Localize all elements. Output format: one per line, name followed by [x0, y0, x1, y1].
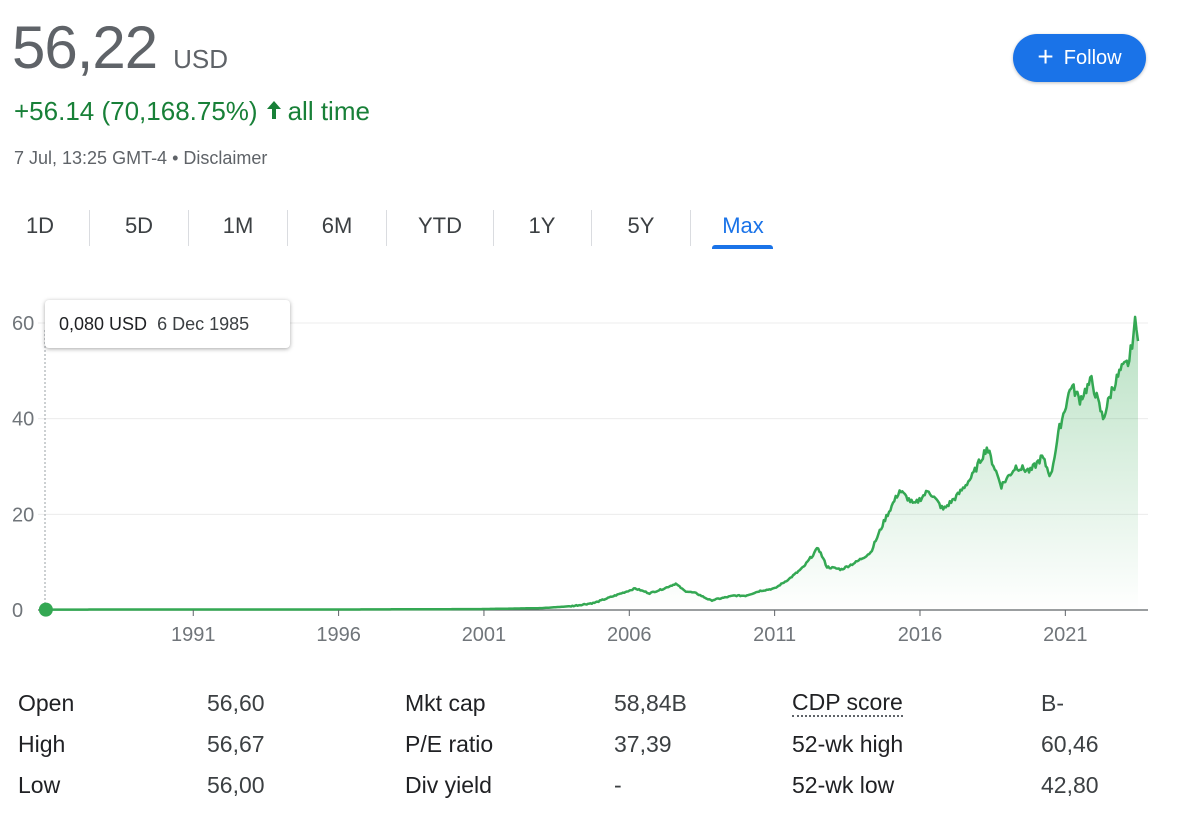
stat-high-label: High — [18, 731, 66, 757]
range-tabs: 1D 5D 1M 6M YTD 1Y 5Y Max — [0, 205, 800, 247]
y-tick-label: 40 — [12, 409, 34, 431]
chart-tooltip: 0,080 USD 6 Dec 1985 — [45, 300, 290, 348]
stat-open-value: 56,60 — [207, 690, 265, 716]
y-axis: 0 20 40 60 — [12, 313, 34, 622]
y-tick-label: 20 — [12, 504, 34, 526]
price-change: +56.14 (70,168.75%) all time — [14, 96, 370, 127]
price-change-period: all time — [287, 96, 370, 126]
tab-5d[interactable]: 5D — [124, 213, 154, 238]
stat-52wk-low-value: 42,80 — [1041, 772, 1099, 798]
stat-mktcap-value: 58,84B — [614, 690, 687, 716]
tab-divider — [89, 210, 90, 246]
arrow-up-icon — [266, 96, 282, 127]
stat-div-label: Div yield — [405, 772, 492, 798]
stat-cdp-value: B- — [1041, 690, 1064, 716]
x-tick-label: 2006 — [607, 624, 652, 646]
stat-52wk-low-label: 52-wk low — [792, 772, 895, 798]
stat-high-value: 56,67 — [207, 731, 265, 757]
tab-divider — [690, 210, 691, 246]
stat-52wk-high-label: 52-wk high — [792, 731, 904, 757]
hover-point[interactable] — [38, 602, 53, 617]
tab-5y[interactable]: 5Y — [627, 213, 655, 238]
x-tick-label: 1996 — [316, 624, 361, 646]
x-tick-label: 2001 — [462, 624, 507, 646]
tab-1y[interactable]: 1Y — [528, 213, 556, 238]
tooltip-value: 0,080 USD — [59, 313, 148, 334]
stat-mktcap-label: Mkt cap — [405, 690, 486, 716]
quote-timestamp[interactable]: 7 Jul, 13:25 GMT-4 • Disclaimer — [14, 148, 268, 168]
stat-pe-label: P/E ratio — [405, 731, 494, 757]
tab-divider — [188, 210, 189, 246]
tab-divider — [287, 210, 288, 246]
price-header: 56,22 USD — [12, 18, 228, 78]
price-area-fill — [45, 316, 1138, 610]
tab-6m[interactable]: 6M — [321, 213, 353, 238]
tab-divider — [386, 210, 387, 246]
price-chart[interactable]: 0 20 40 60 1991 1996 2001 2006 2011 2016 2021 — [0, 280, 1200, 660]
tab-1d[interactable]: 1D — [25, 213, 55, 238]
follow-button[interactable]: + Follow — [1013, 34, 1146, 82]
active-tab-indicator — [712, 245, 773, 249]
y-tick-label: 60 — [12, 313, 34, 335]
x-tick-label: 1991 — [171, 624, 216, 646]
tab-divider — [493, 210, 494, 246]
stat-div-value: - — [614, 772, 622, 798]
plus-icon: + — [1037, 40, 1054, 72]
tab-divider — [591, 210, 592, 246]
stat-low-value: 56,00 — [207, 772, 265, 798]
tab-max[interactable]: Max — [722, 213, 764, 238]
x-tick-label: 2016 — [898, 624, 943, 646]
x-tick-label: 2011 — [753, 624, 796, 646]
tab-ytd[interactable]: YTD — [418, 213, 462, 238]
stat-open-label: Open — [18, 690, 75, 716]
y-tick-label: 0 — [12, 600, 23, 622]
follow-label: Follow — [1063, 46, 1122, 69]
price-currency: USD — [173, 44, 229, 74]
tab-1m[interactable]: 1M — [222, 213, 254, 238]
price-change-value: +56.14 (70,168.75%) — [14, 96, 258, 126]
current-price: 56,22 — [12, 14, 158, 81]
x-axis: 1991 1996 2001 2006 2011 2016 2021 — [171, 610, 1088, 646]
stat-52wk-high-value: 60,46 — [1041, 731, 1099, 757]
price-line — [45, 315, 1140, 611]
stat-cdp-label[interactable]: CDP score — [792, 689, 903, 718]
stat-pe-value: 37,39 — [614, 731, 672, 757]
tooltip-date: 6 Dec 1985 — [157, 313, 250, 334]
stat-low-label: Low — [18, 772, 61, 798]
x-tick-label: 2021 — [1043, 624, 1088, 646]
